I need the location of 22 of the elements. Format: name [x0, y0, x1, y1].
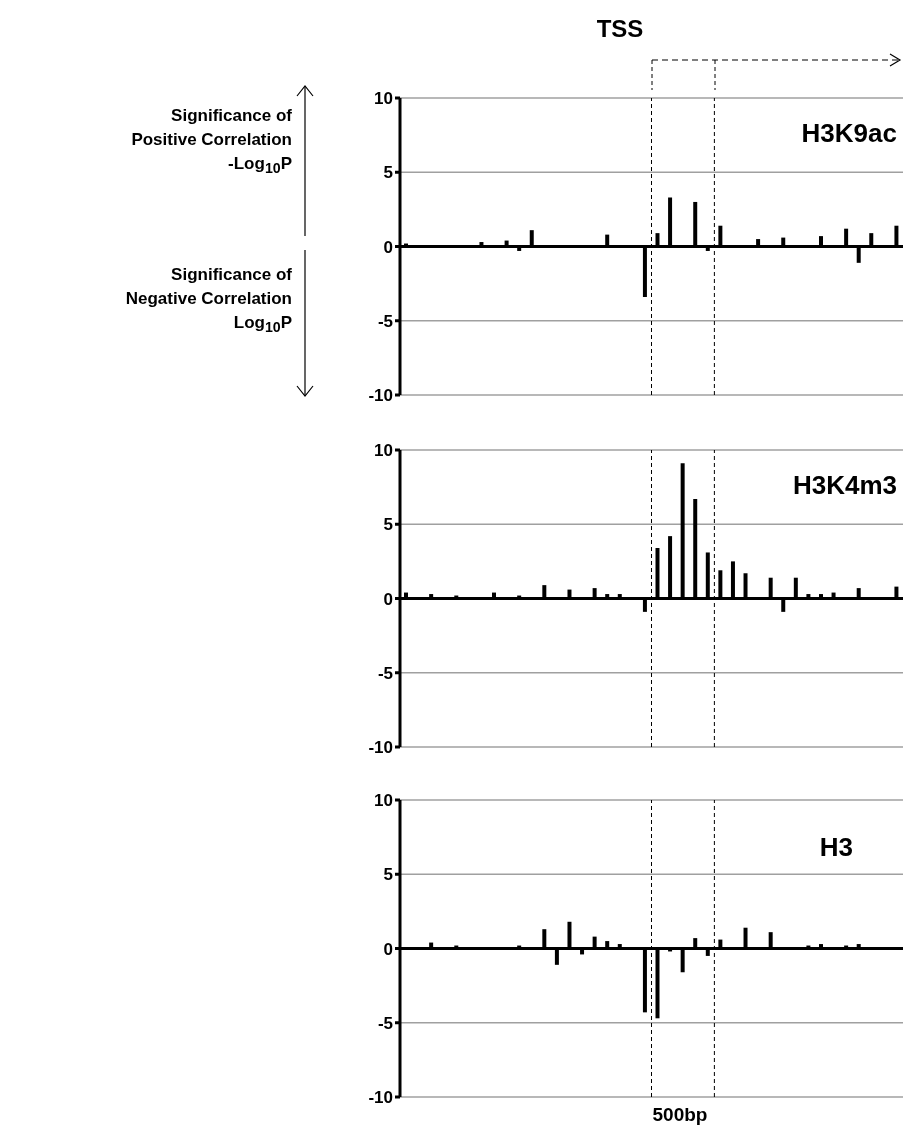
y-tick-label: 10 — [374, 441, 393, 461]
text: 500bp — [651, 1103, 709, 1127]
text: TSS — [595, 14, 645, 44]
y-tick-label: -10 — [368, 738, 393, 758]
text: H3K9ac — [801, 118, 897, 149]
y-tick-label: -5 — [377, 1013, 393, 1033]
text: Significance of Positive Correlation -Log$_{10}$P — [130, 105, 292, 178]
y-tick-label: -10 — [368, 1088, 393, 1108]
text: H3 — [819, 832, 853, 863]
text: Significance of Negative Correlation Log$_{10}$P — [124, 264, 292, 337]
y-tick-label: 10 — [374, 791, 393, 811]
y-tick-label: 5 — [383, 163, 393, 183]
y-tick-label: 0 — [383, 589, 393, 609]
y-tick-label: 0 — [383, 237, 393, 257]
y-tick-label: 5 — [383, 515, 393, 535]
text: H3K4m3 — [792, 470, 897, 501]
y-tick-label: -5 — [377, 663, 393, 683]
y-tick-label: -5 — [377, 311, 393, 331]
y-tick-label: 10 — [374, 89, 393, 109]
y-tick-label: -10 — [368, 386, 393, 406]
y-tick-label: 0 — [383, 939, 393, 959]
y-tick-label: 5 — [383, 865, 393, 885]
